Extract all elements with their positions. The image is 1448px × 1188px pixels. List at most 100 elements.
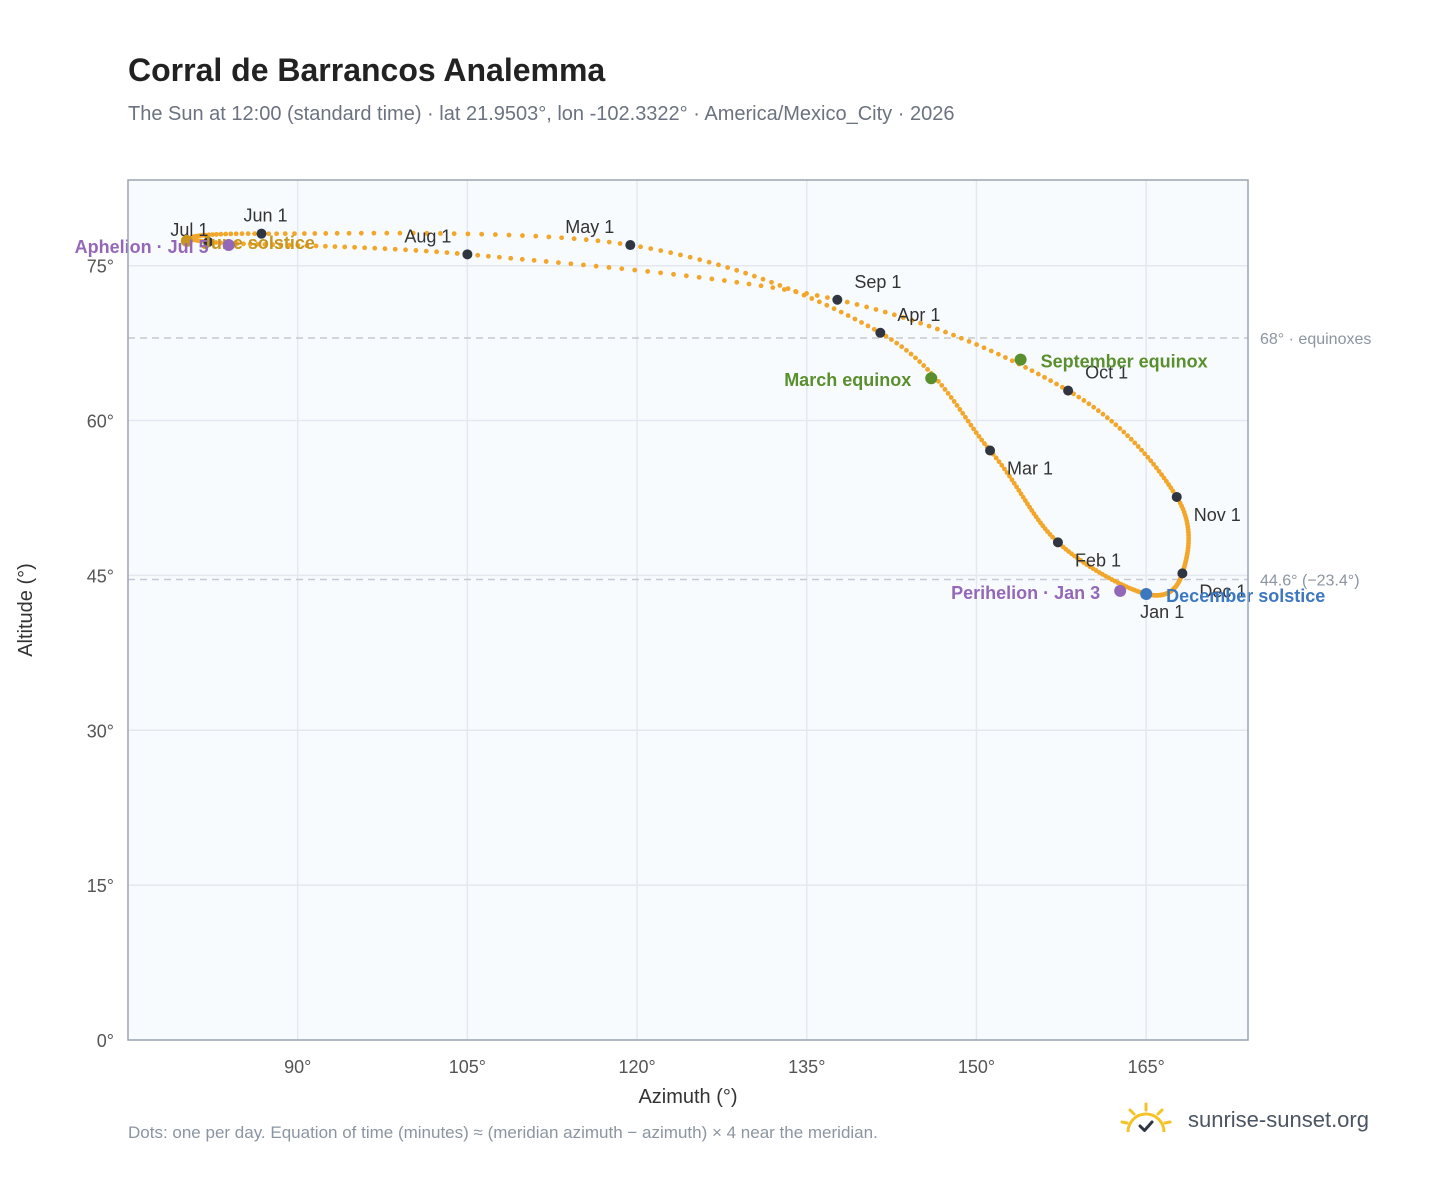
daily-dot xyxy=(543,259,549,264)
brand[interactable]: sunrise-sunset.org xyxy=(1118,1102,1369,1138)
daily-dot xyxy=(465,231,471,237)
month-label-jun-1: Jun 1 xyxy=(243,206,287,226)
daily-dot xyxy=(954,403,960,408)
daily-dot xyxy=(1153,465,1159,471)
month-label-jul-1: Jul 1 xyxy=(170,220,208,240)
daily-dot xyxy=(492,232,498,237)
daily-dot xyxy=(816,299,822,305)
daily-dot xyxy=(882,309,888,315)
event-label-march-equinox: March equinox xyxy=(784,370,911,390)
daily-dot xyxy=(218,240,223,246)
daily-dot xyxy=(900,315,906,320)
daily-dot xyxy=(342,244,348,250)
daily-dot xyxy=(228,231,234,237)
daily-dot xyxy=(864,304,869,310)
daily-dot xyxy=(1014,484,1019,490)
daily-dot xyxy=(1121,429,1127,435)
daily-dot xyxy=(1018,491,1024,497)
daily-dot xyxy=(295,243,301,248)
x-tick-label: 135° xyxy=(788,1057,825,1077)
daily-dot xyxy=(1156,468,1162,474)
daily-dot xyxy=(413,248,419,253)
daily-dot xyxy=(282,231,288,237)
daily-dot xyxy=(734,267,740,273)
daily-dot xyxy=(683,273,689,279)
reference-lines: 68° · equinoxes 44.6° (−23.4°) xyxy=(128,331,1371,590)
daily-dot xyxy=(904,347,909,353)
daily-dot xyxy=(908,351,914,357)
month-label-nov-1: Nov 1 xyxy=(1194,505,1241,525)
daily-dot xyxy=(546,234,552,240)
daily-dot xyxy=(352,244,357,250)
event-point-aphelion-jul-5 xyxy=(222,239,235,252)
month-point-aug-1 xyxy=(462,249,473,260)
daily-dot xyxy=(619,266,625,272)
daily-dot xyxy=(223,231,229,237)
daily-dot xyxy=(358,230,364,236)
daily-dot xyxy=(301,231,307,236)
daily-dot xyxy=(725,265,731,270)
brand-name: sunrise-sunset.org xyxy=(1188,1107,1369,1132)
daily-dot xyxy=(963,414,968,420)
month-label-jan-1: Jan 1 xyxy=(1140,602,1184,622)
month-point-oct-1 xyxy=(1063,385,1074,396)
daily-dot xyxy=(583,237,589,243)
daily-dot xyxy=(410,230,416,236)
daily-dot xyxy=(559,235,565,241)
daily-dot xyxy=(996,459,1002,465)
month-label-sep-1: Sep 1 xyxy=(854,272,901,292)
month-label-oct-1: Oct 1 xyxy=(1085,363,1128,383)
daily-dot xyxy=(606,239,612,245)
month-label-dec-1: Dec 1 xyxy=(1199,581,1246,601)
daily-dot xyxy=(1142,451,1148,457)
daily-dot xyxy=(1151,461,1157,467)
month-label-feb-1: Feb 1 xyxy=(1075,550,1121,570)
daily-dot xyxy=(921,363,927,368)
daily-dot xyxy=(951,399,957,404)
daily-dot xyxy=(854,302,860,307)
daily-dot xyxy=(873,307,879,312)
daily-dot xyxy=(423,248,429,254)
daily-dot xyxy=(346,230,352,236)
daily-dot xyxy=(934,326,940,332)
daily-dot xyxy=(252,231,258,237)
daily-dot xyxy=(785,286,791,292)
daily-dot xyxy=(1125,433,1130,439)
daily-dot xyxy=(804,291,809,296)
daily-dot xyxy=(434,249,440,255)
daily-dot xyxy=(865,323,871,329)
daily-dot xyxy=(973,430,979,436)
daily-dot xyxy=(254,241,260,247)
daily-dot xyxy=(234,241,240,246)
daily-dot xyxy=(403,247,408,253)
plot-frame xyxy=(127,179,1249,1041)
daily-dot xyxy=(1011,480,1017,486)
daily-dot xyxy=(210,232,215,237)
reference-line-label: 68° · equinoxes xyxy=(1260,331,1371,348)
daily-dot xyxy=(362,245,368,251)
daily-dot xyxy=(214,231,219,237)
daily-dot xyxy=(497,254,502,260)
daily-dot xyxy=(844,299,850,305)
daily-dot xyxy=(918,320,924,326)
event-point-march-equinox xyxy=(925,372,938,385)
daily-dot xyxy=(519,256,525,262)
daily-dot xyxy=(889,337,894,342)
daily-dot xyxy=(721,278,727,283)
daily-dot xyxy=(981,345,987,351)
y-tick-label: 75° xyxy=(87,257,114,277)
daily-dot xyxy=(274,231,280,237)
month-point-apr-1 xyxy=(875,327,886,338)
month-label-may-1: May 1 xyxy=(565,217,614,237)
daily-dot xyxy=(372,245,378,251)
x-axis-label: Azimuth (°) xyxy=(638,1086,737,1108)
daily-dot xyxy=(709,276,715,282)
daily-dot xyxy=(743,270,748,276)
daily-dot xyxy=(595,238,601,244)
daily-dot xyxy=(1095,408,1101,414)
daily-dot xyxy=(971,426,976,432)
daily-dot xyxy=(974,342,980,347)
daily-dot xyxy=(531,257,537,263)
daily-dot xyxy=(760,276,766,282)
daily-dot xyxy=(1042,374,1047,380)
